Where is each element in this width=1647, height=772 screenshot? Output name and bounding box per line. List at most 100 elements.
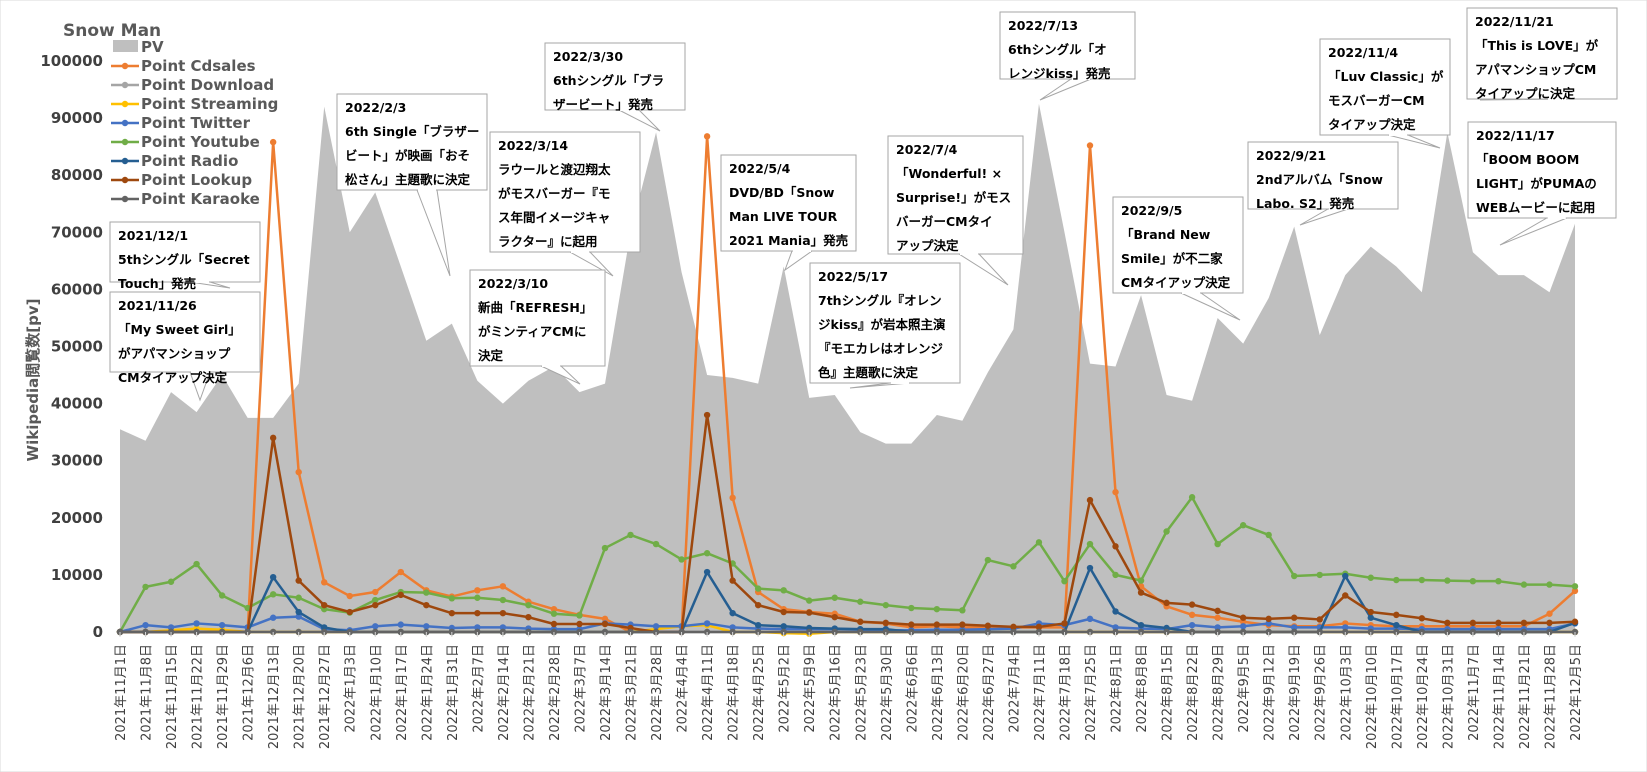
callout-text: ジkiss』が岩本照主演 <box>818 317 946 332</box>
data-point-point-lookup <box>959 621 966 628</box>
annotation-callout: 2021/12/1 5thシングル「Secret Touch」発売 <box>109 221 261 291</box>
data-point-point-youtube <box>1520 581 1528 588</box>
data-point-point-twitter <box>703 620 711 627</box>
data-point-point-youtube <box>244 604 251 612</box>
data-point-point-youtube <box>1239 522 1247 529</box>
callout-text: 2021/12/1 <box>118 228 188 243</box>
x-tick-label: 2022年1月3日 <box>344 644 359 733</box>
x-tick-label: 2022年2月21日 <box>522 644 537 741</box>
x-tick-label: 2022年3月28日 <box>650 644 665 741</box>
x-tick-label: 2022年3月14日 <box>599 644 614 741</box>
callout-text: 「BOOM BOOM <box>1476 152 1579 167</box>
data-point-point-youtube <box>576 612 583 619</box>
callout-text: がミンティアCMに <box>478 324 586 339</box>
data-point-point-radio <box>1137 621 1145 629</box>
data-point-point-youtube <box>372 596 379 604</box>
x-tick-label: 2021年12月13日 <box>267 644 282 749</box>
callout-text: 2022/11/17 <box>1476 128 1555 143</box>
data-point-point-lookup <box>1316 616 1323 623</box>
data-point-point-twitter <box>499 624 507 631</box>
data-point-point-radio <box>703 568 711 576</box>
data-point-point-lookup <box>908 621 915 628</box>
legend-swatch <box>113 40 138 52</box>
data-point-point-radio <box>1342 572 1349 580</box>
x-tick-label: 2022年10月17日 <box>1390 644 1405 749</box>
callout-text: 2021 Mania」発売 <box>729 233 849 248</box>
data-point-point-lookup <box>1010 623 1017 631</box>
y-tick-label: 60000 <box>51 280 103 298</box>
callout-box <box>469 269 606 367</box>
data-point-point-cdsales <box>1546 610 1553 617</box>
data-point-point-lookup <box>1520 619 1528 627</box>
data-point-point-lookup <box>831 613 838 621</box>
callout-text: ラウールと渡辺翔太 <box>498 162 611 177</box>
callout-text: DVD/BD「Snow <box>729 185 835 200</box>
callout-text: WEBムービーに起用 <box>1476 200 1595 215</box>
callout-text: 「Luv Classic」が <box>1328 69 1444 84</box>
data-point-point-cdsales <box>601 615 609 623</box>
callout-text: 2022/5/17 <box>818 269 888 284</box>
y-axis-ticks: 0 10000 20000 30000 40000 50000 60000 70000 8000… <box>40 52 103 641</box>
callout-text: レンジkiss」発売 <box>1008 66 1111 81</box>
data-point-point-youtube <box>1316 571 1323 579</box>
data-point-point-twitter <box>1239 623 1247 630</box>
x-tick-label: 2022年1月17日 <box>395 644 410 741</box>
data-point-point-cdsales <box>729 494 736 502</box>
x-tick-label: 2022年8月1日 <box>1110 644 1125 733</box>
data-point-point-lookup <box>525 613 532 621</box>
data-point-point-cdsales <box>295 468 302 476</box>
x-tick-label: 2022年5月16日 <box>829 644 844 741</box>
data-point-point-cdsales <box>397 568 404 576</box>
data-point-point-youtube <box>218 592 226 599</box>
callout-text: 6th Single「ブラザー <box>345 124 479 139</box>
callout-box <box>809 262 961 384</box>
data-point-point-youtube <box>933 605 941 613</box>
x-tick-label: 2022年11月14日 <box>1492 644 1507 749</box>
callout-text: 『モエカレはオレンジ <box>818 341 944 356</box>
data-point-point-lookup <box>1393 611 1400 619</box>
callout-box <box>489 131 641 253</box>
data-point-point-lookup <box>550 620 558 628</box>
data-point-point-twitter <box>729 624 736 631</box>
callout-text: 「Brand New <box>1121 227 1211 242</box>
callout-text: Man LIVE TOUR <box>729 209 838 224</box>
y-tick-label: 80000 <box>51 166 103 184</box>
data-point-point-youtube <box>1367 574 1374 581</box>
series-line-point-lookup <box>120 413 1576 634</box>
data-point-point-youtube <box>1163 528 1170 535</box>
data-point-point-youtube <box>1188 494 1196 501</box>
data-point-point-twitter <box>1086 615 1094 623</box>
x-tick-label: 2022年8月22日 <box>1186 644 1201 741</box>
callout-text: 2ndアルバム「Snow <box>1256 172 1383 187</box>
data-point-point-lookup <box>1035 623 1043 631</box>
data-point-point-youtube <box>1418 576 1426 584</box>
legend-marker <box>121 100 129 108</box>
series-line-point-cdsales <box>120 135 1576 634</box>
x-tick-label: 2022年2月28日 <box>548 644 563 741</box>
y-tick-label: 50000 <box>51 338 103 356</box>
x-tick-label: 2021年11月1日 <box>114 644 129 741</box>
x-tick-label: 2021年11月15日 <box>165 644 180 749</box>
x-tick-label: 2021年11月22日 <box>191 644 206 749</box>
data-point-point-youtube <box>1061 577 1068 585</box>
callout-box <box>1247 141 1399 210</box>
callout-text: LIGHT」がPUMAの <box>1476 176 1597 191</box>
data-point-point-twitter <box>474 624 481 631</box>
data-point-point-twitter <box>218 621 226 629</box>
data-point-point-cdsales <box>1086 142 1094 149</box>
data-point-point-cdsales <box>1188 611 1196 619</box>
y-tick-label: 90000 <box>51 109 103 127</box>
data-point-point-cdsales <box>550 605 558 613</box>
callout-text: Touch」発売 <box>118 276 197 291</box>
legend-marker <box>121 138 129 146</box>
data-point-point-twitter <box>193 620 200 627</box>
x-tick-label: 2022年12月5日 <box>1569 644 1584 741</box>
callout-text: 「Wonderful! × <box>896 166 1002 181</box>
data-point-point-lookup <box>984 622 992 629</box>
callout-box <box>1467 121 1617 219</box>
data-point-point-lookup <box>499 609 507 617</box>
x-tick-label: 2022年9月26日 <box>1314 644 1329 741</box>
legend-marker <box>121 62 129 70</box>
data-point-point-lookup <box>1571 618 1579 625</box>
